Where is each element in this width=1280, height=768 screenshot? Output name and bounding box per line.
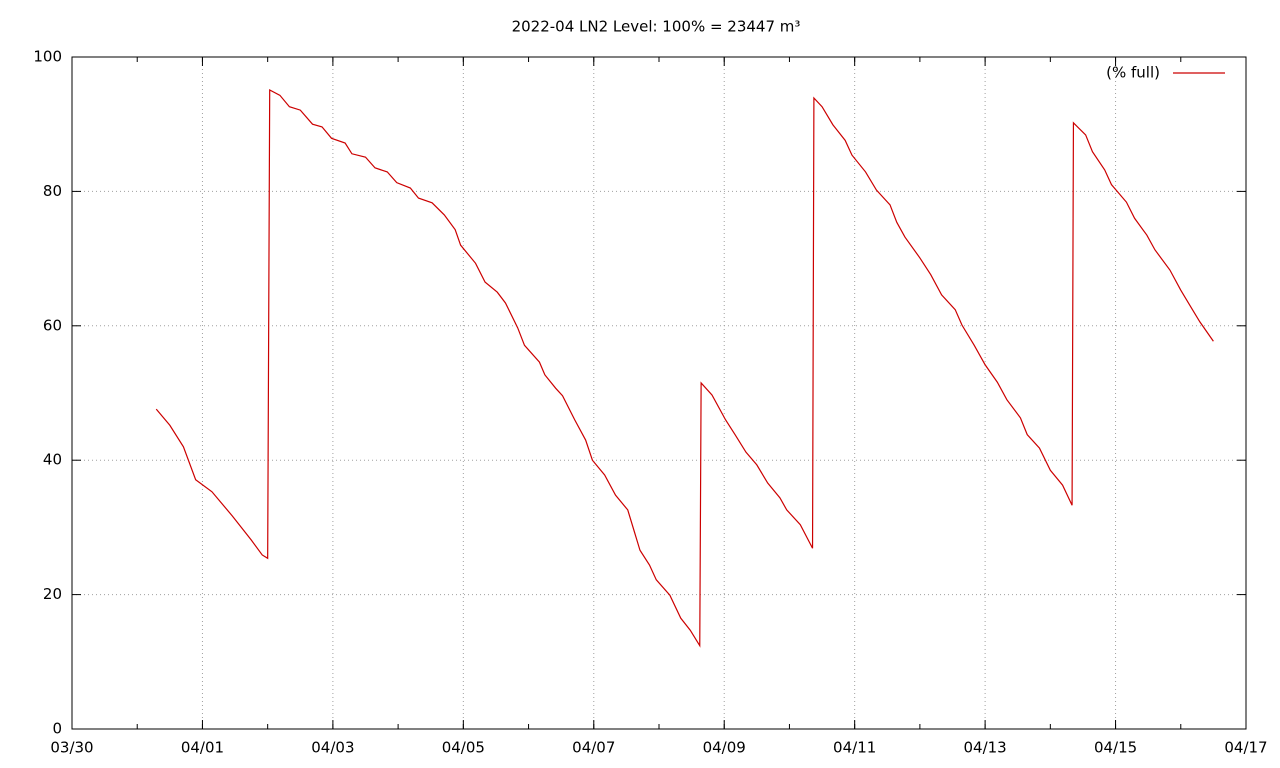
x-tick-label: 04/01 bbox=[181, 739, 224, 757]
x-tick-label: 04/11 bbox=[833, 739, 876, 757]
legend-label: (% full) bbox=[1106, 64, 1160, 82]
x-tick-label: 04/15 bbox=[1094, 739, 1137, 757]
y-tick-label: 20 bbox=[43, 585, 62, 603]
plot-border bbox=[71, 56, 1247, 730]
y-tick-label: 40 bbox=[43, 451, 62, 469]
x-tick-label: 04/13 bbox=[963, 739, 1006, 757]
y-tick-label: 100 bbox=[33, 48, 62, 66]
chart-title: 2022-04 LN2 Level: 100% = 23447 m³ bbox=[512, 18, 801, 36]
x-tick-label: 04/05 bbox=[442, 739, 485, 757]
x-tick-label: 04/17 bbox=[1224, 739, 1267, 757]
x-tick-label: 04/09 bbox=[703, 739, 746, 757]
x-tick-label: 03/30 bbox=[50, 739, 93, 757]
y-tick-label: 60 bbox=[43, 316, 62, 334]
x-tick-label: 04/07 bbox=[572, 739, 615, 757]
y-tick-label: 0 bbox=[52, 720, 62, 738]
data-line bbox=[155, 88, 1214, 648]
x-tick-label: 04/03 bbox=[311, 739, 354, 757]
y-tick-label: 80 bbox=[43, 182, 62, 200]
